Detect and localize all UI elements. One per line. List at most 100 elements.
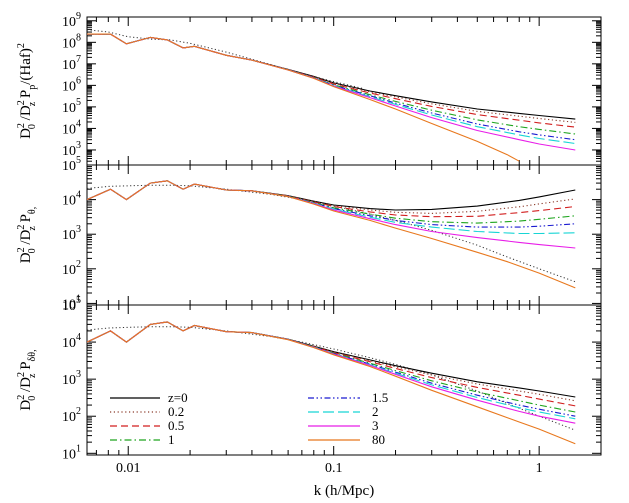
label-part: 5 [76, 295, 81, 306]
label-part: 10 [62, 58, 76, 73]
label-part: 2 [16, 100, 27, 105]
label-part: 3 [76, 140, 81, 151]
label-part: P [18, 361, 34, 369]
label-part: 2 [16, 395, 27, 400]
label-part: z [27, 101, 38, 106]
label-part: 2 [16, 123, 27, 128]
legend-label: z=0 [168, 390, 188, 405]
label-part: z [27, 373, 38, 378]
y-axis-title: D20 /D2z Pδθ, [16, 349, 38, 410]
label-part: D [18, 128, 34, 139]
y-tick-label: 108 [62, 32, 81, 51]
x-tick-label: 0.1 [325, 461, 343, 476]
label-part: /(Haf) [18, 48, 34, 85]
label-part: 1 [76, 293, 81, 304]
legend-label: 80 [372, 432, 385, 447]
y-tick-label: 109 [62, 11, 81, 30]
label-part: 10 [62, 263, 76, 278]
label-part: 2 [16, 247, 27, 252]
label-part: D [18, 229, 34, 240]
y-tick-label: 106 [62, 75, 81, 94]
label-part: 10 [62, 79, 76, 94]
y-tick-label: 104 [62, 332, 81, 351]
plot-frame [86, 304, 602, 456]
label-part: 10 [62, 336, 76, 351]
label-part: 10 [62, 101, 76, 116]
series-line-0.5 [87, 180, 576, 218]
label-part: 0 [27, 248, 38, 253]
legend-label: 1.5 [372, 390, 388, 405]
series-line-0.2 [87, 33, 576, 123]
label-part: 2 [16, 372, 27, 377]
label-part: D [18, 400, 34, 411]
label-part: 2 [16, 225, 27, 230]
label-part: 5 [76, 155, 81, 166]
label-part: 10 [62, 447, 76, 462]
legend-label: 0.2 [168, 404, 184, 419]
series-line-0.5 [87, 33, 576, 128]
label-part: 0 [27, 396, 38, 401]
label-part: 4 [76, 118, 81, 129]
label-part: D [18, 377, 34, 388]
y-tick-label: 105 [62, 97, 81, 116]
label-part: δθ, [27, 349, 38, 361]
series-line-80 [87, 180, 576, 289]
label-part: 3 [76, 224, 81, 235]
label-part: / [18, 387, 34, 396]
label-part: 5 [76, 97, 81, 108]
label-part: P [18, 90, 34, 98]
linear-theory-line [87, 326, 576, 431]
label-part: / [18, 240, 34, 249]
y-tick-label: 107 [62, 54, 81, 73]
y-tick-label: 102 [62, 259, 81, 278]
label-part: 2 [76, 259, 81, 270]
label-part: 3 [76, 369, 81, 380]
series-line-1 [87, 33, 576, 135]
series-line-1.5 [87, 180, 576, 228]
series-line-80 [87, 33, 520, 162]
label-part: 10 [62, 194, 76, 209]
x-tick-label: 1 [536, 461, 543, 476]
y-tick-label: 101 [62, 293, 81, 312]
legend-label: 1 [168, 432, 175, 447]
series-line-2 [87, 33, 576, 145]
label-part: 1 [76, 443, 81, 454]
label-part: 0 [27, 124, 38, 129]
series-line-0.5 [87, 321, 576, 407]
label-part: 10 [62, 36, 76, 51]
label-part: 10 [62, 15, 76, 30]
series-line-3 [87, 321, 576, 424]
label-part: 10 [62, 410, 76, 425]
x-axis-title: k (h/Mpc) [314, 483, 374, 499]
y-tick-label: 103 [62, 369, 81, 388]
series-line-80 [87, 321, 576, 445]
series-line-3 [87, 33, 576, 151]
label-part: 10 [62, 159, 76, 174]
y-tick-label: 105 [62, 155, 81, 174]
legend-label: 0.5 [168, 418, 184, 433]
label-part: D [18, 105, 34, 116]
label-part: 6 [76, 75, 81, 86]
label-part: 7 [76, 54, 81, 65]
label-part: z [27, 226, 38, 231]
series-line-z=0 [87, 321, 576, 398]
y-tick-label: 103 [62, 140, 81, 159]
label-part: 10 [62, 297, 76, 312]
y-axis-title: D20 /D2z Pp/(Haf)2 [16, 43, 38, 139]
series-line-0.2 [87, 321, 576, 402]
label-part: 10 [62, 228, 76, 243]
label-part: P [18, 214, 34, 222]
label-part: 8 [76, 32, 81, 43]
legend-label: 2 [372, 404, 379, 419]
label-part: / [18, 115, 34, 124]
series-line-1.5 [87, 321, 576, 417]
y-tick-label: 101 [62, 443, 81, 462]
label-part: θ, [27, 207, 38, 214]
label-part: 4 [76, 332, 81, 343]
y-tick-label: 104 [62, 118, 81, 137]
